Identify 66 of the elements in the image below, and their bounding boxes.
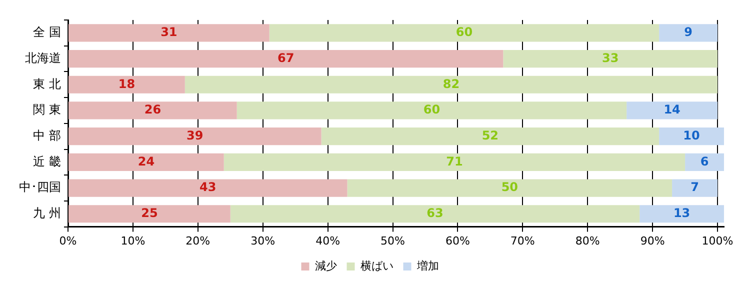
y-tick-label: 近 畿 [33, 154, 61, 168]
y-tick-label: 中･四国 [19, 180, 61, 194]
data-label: 13 [673, 206, 690, 220]
data-label: 14 [664, 102, 680, 117]
y-tick-label: 北海道 [25, 50, 61, 65]
bar [503, 50, 718, 68]
x-tick-label: 20% [186, 234, 210, 248]
bar [224, 153, 686, 171]
data-label: 43 [200, 180, 216, 194]
bar [685, 153, 724, 171]
bar [626, 102, 718, 120]
data-label: 6 [700, 154, 709, 168]
data-label: 9 [684, 25, 692, 40]
x-tick-label: 60% [445, 234, 470, 248]
x-tick-label: 90% [640, 234, 665, 248]
data-label: 39 [186, 128, 204, 142]
data-label: 25 [141, 206, 158, 220]
legend-label: 横ばい [360, 259, 394, 272]
x-tick-label: 30% [250, 234, 276, 248]
data-label: 33 [602, 50, 619, 65]
bar [184, 76, 718, 94]
data-label: 31 [160, 25, 178, 40]
data-label: 50 [501, 180, 518, 194]
y-tick-label: 全 国 [33, 25, 61, 40]
bar [68, 153, 224, 171]
bar [68, 179, 348, 197]
bar [236, 102, 627, 120]
data-label: 7 [690, 180, 699, 194]
data-label: 10 [683, 128, 700, 142]
bar [68, 205, 230, 223]
bar [68, 102, 237, 120]
bar [68, 50, 504, 68]
data-label: 18 [118, 76, 136, 91]
x-tick-label: 70% [510, 234, 535, 248]
data-label: 60 [456, 25, 473, 40]
bar [269, 24, 660, 42]
bar [659, 24, 718, 42]
bar [68, 24, 270, 42]
x-tick-label: 50% [380, 234, 405, 248]
bar [347, 179, 672, 197]
y-tick-label: 関 東 [33, 102, 61, 117]
x-tick-label: 10% [120, 234, 146, 248]
bar [68, 128, 322, 146]
bar [640, 205, 724, 223]
x-tick-label: 0% [59, 234, 77, 248]
x-tick-label: 80% [575, 234, 600, 248]
y-tick-label: 九 州 [33, 206, 61, 220]
y-tick-label: 中 部 [33, 128, 61, 142]
x-tick-label: 40% [316, 234, 340, 248]
data-label: 60 [423, 102, 440, 117]
data-label: 82 [442, 76, 460, 91]
data-label: 24 [138, 154, 155, 168]
bar [68, 76, 185, 94]
data-label: 26 [144, 102, 162, 117]
bar [659, 128, 724, 146]
legend-label: 減少 [314, 259, 337, 272]
data-label: 71 [446, 154, 463, 168]
legend-label: 増加 [416, 259, 439, 272]
y-tick-label: 東 北 [33, 76, 61, 91]
data-label: 67 [277, 50, 294, 65]
bar [672, 179, 718, 197]
bar [230, 205, 640, 223]
x-tick-label: 100% [702, 234, 734, 248]
data-label: 63 [426, 206, 444, 220]
bar [321, 128, 660, 146]
data-label: 52 [482, 128, 499, 142]
